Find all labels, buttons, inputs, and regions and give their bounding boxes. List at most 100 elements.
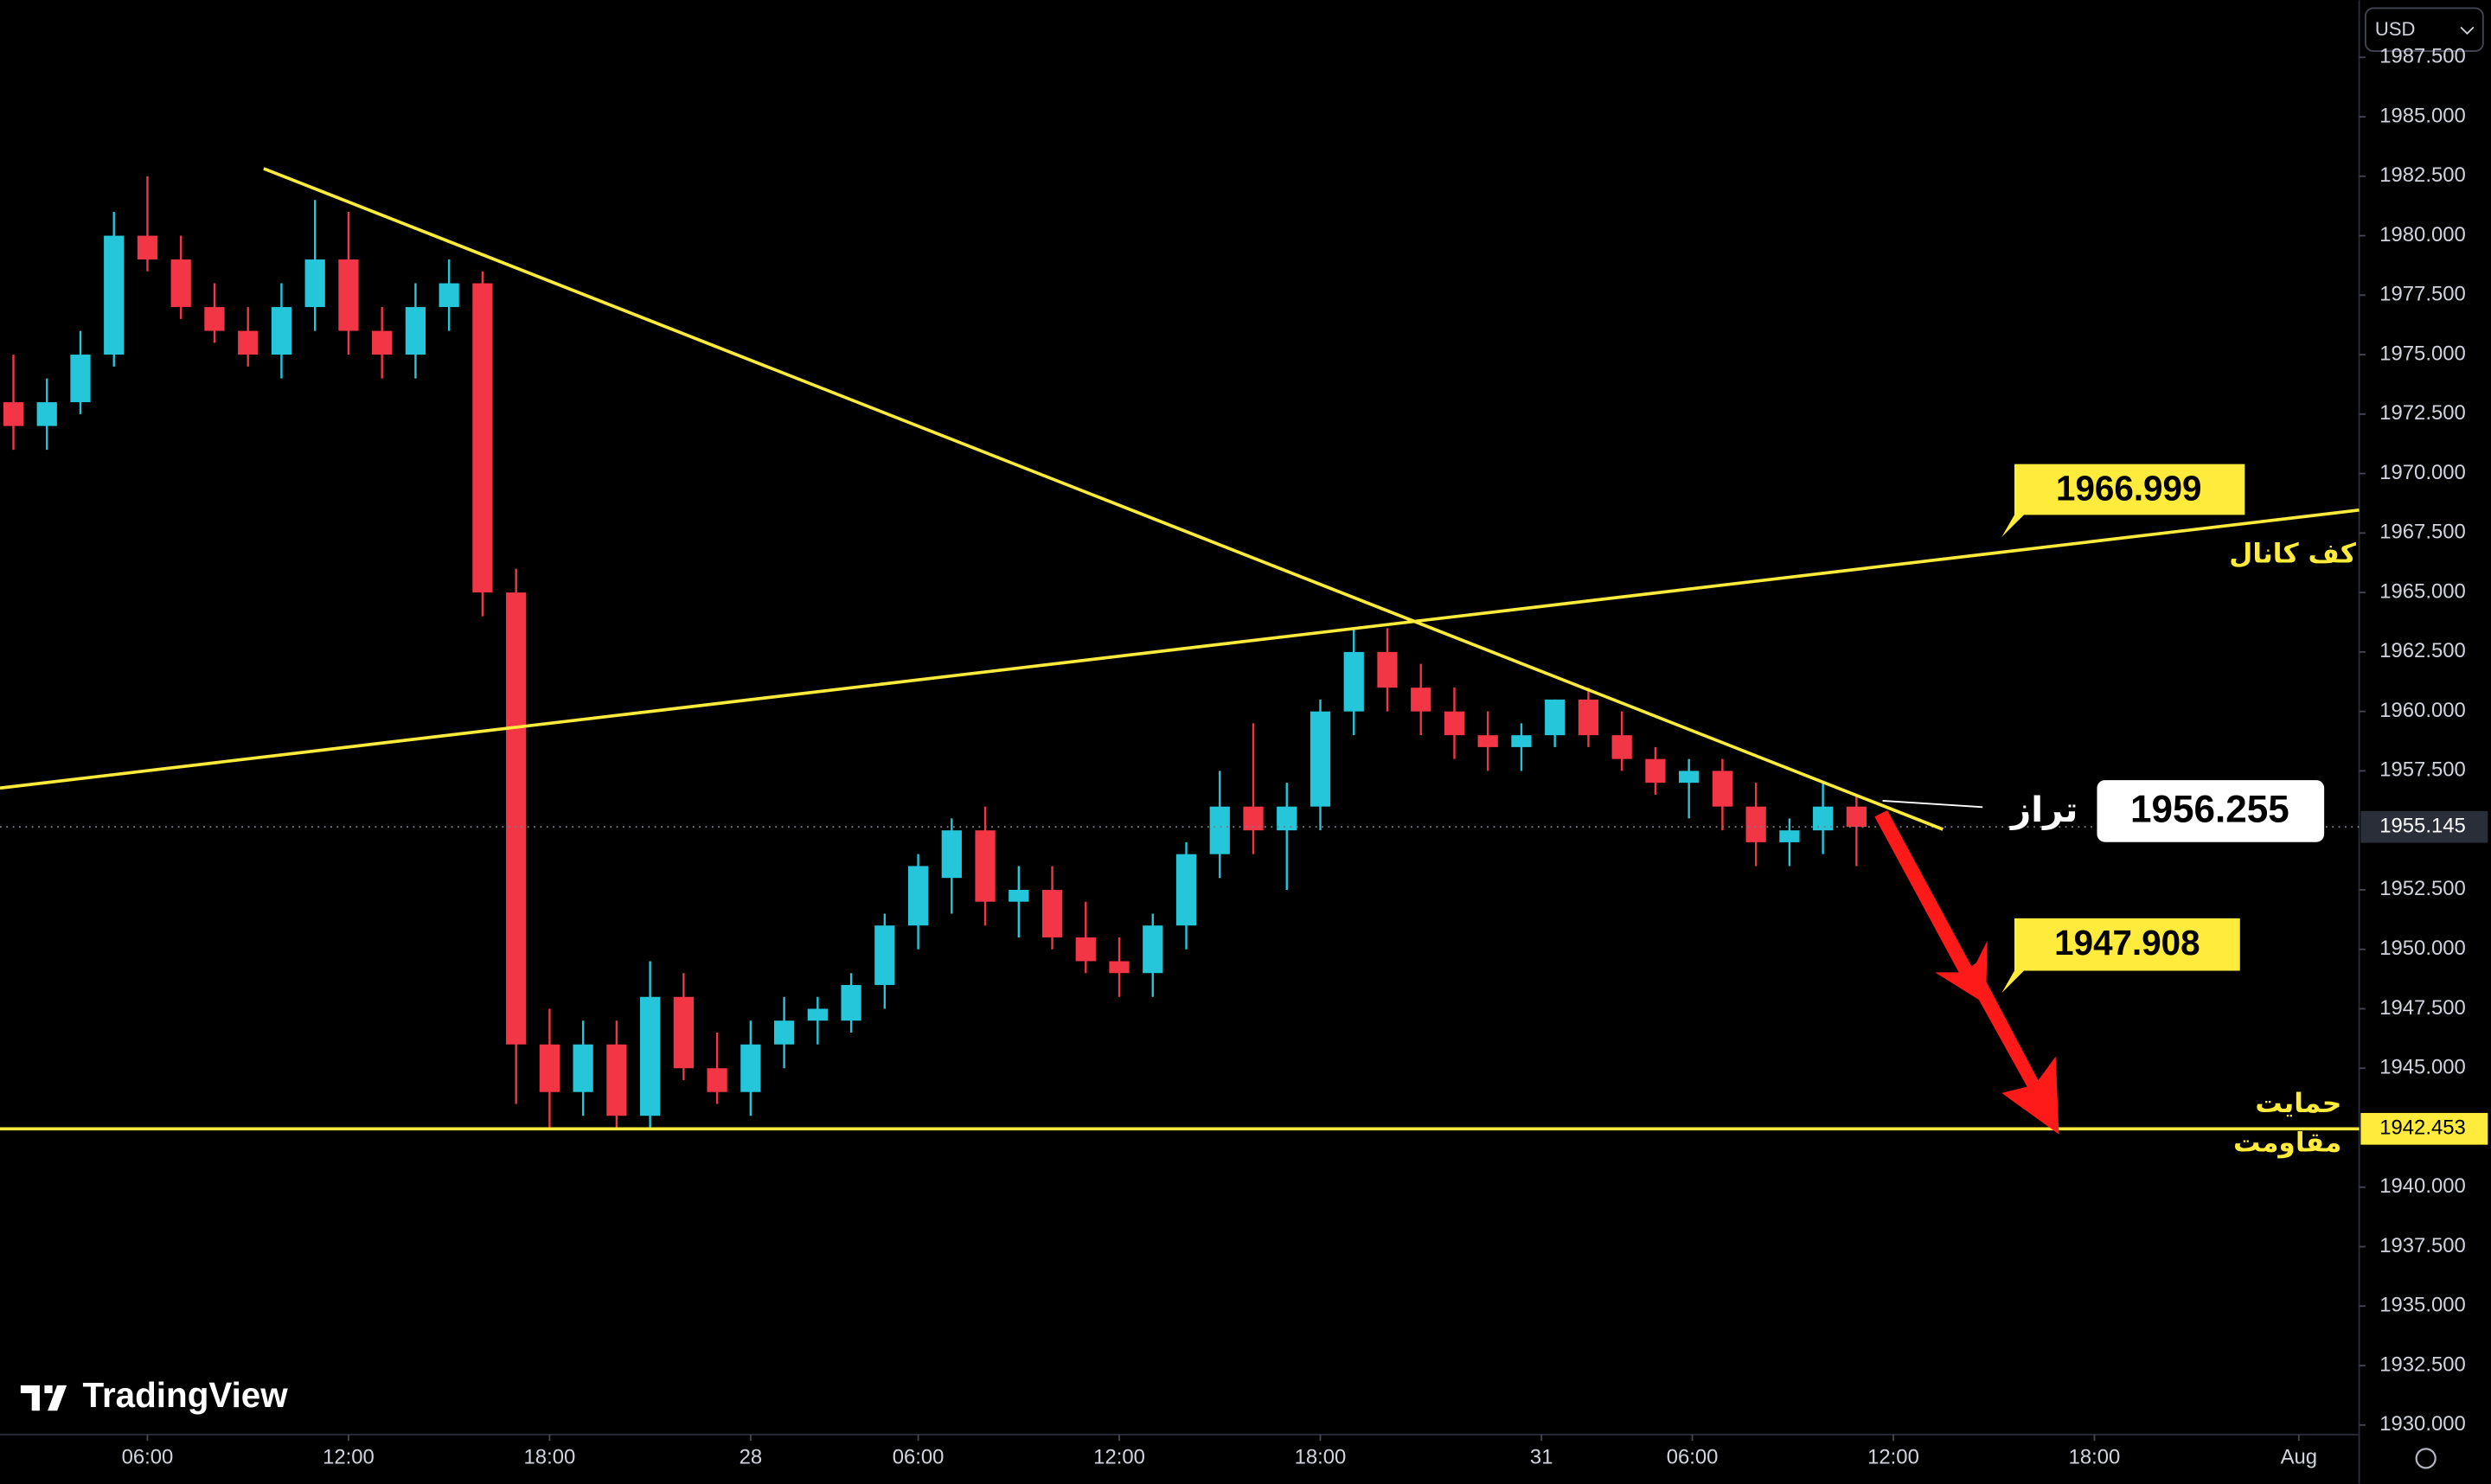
candle-body: [271, 307, 292, 355]
candle-body: [304, 259, 325, 308]
descending-trendline: [263, 167, 1943, 831]
candle-body: [1679, 771, 1700, 784]
annotation-value: 1966.999: [2056, 468, 2201, 508]
candle-body: [1143, 925, 1163, 974]
currency-label: USD: [2375, 18, 2416, 40]
annotation-box: [2001, 918, 2240, 994]
x-tick-label: 28: [740, 1446, 763, 1469]
x-tick-label: 18:00: [2069, 1446, 2121, 1469]
candle-body: [1477, 735, 1498, 747]
settings-icon[interactable]: [2415, 1448, 2437, 1469]
candle-body: [1411, 688, 1431, 712]
candle-body: [1511, 735, 1532, 747]
candle-body: [1343, 651, 1364, 712]
y-tick-label: 1987.500: [2379, 45, 2466, 68]
y-tick-label: 1937.500: [2379, 1234, 2466, 1257]
y-tick-label: 1960.000: [2379, 699, 2466, 722]
watermark-text: TradingView: [83, 1375, 289, 1415]
y-tick-label: 1952.500: [2379, 877, 2466, 900]
candle-body: [1009, 889, 1029, 902]
candle-body: [1645, 758, 1666, 784]
y-tick-label: 1950.000: [2379, 937, 2466, 960]
candle-body: [1310, 711, 1331, 807]
plot: [0, 176, 2360, 1131]
y-tick-label: 1940.000: [2379, 1174, 2466, 1198]
candle-body: [975, 830, 996, 902]
candle-body: [1277, 806, 1297, 831]
x-tick-label: 31: [1530, 1446, 1553, 1469]
watermark: TradingView: [20, 1375, 289, 1415]
annotation-box: [2097, 780, 2325, 842]
y-tick-label: 1970.000: [2379, 461, 2466, 484]
candle-body: [1611, 735, 1632, 759]
x-tick-label: 06:00: [893, 1446, 945, 1469]
y-tick-label: 1982.500: [2379, 163, 2466, 187]
x-tick-label: Aug: [2281, 1446, 2317, 1469]
candle-body: [1712, 771, 1733, 807]
y-tick-label: 1965.000: [2379, 579, 2466, 603]
candle-body: [1578, 699, 1599, 736]
y-tick-label: 1930.000: [2379, 1412, 2466, 1436]
candle-body: [573, 1044, 593, 1092]
candle-body: [3, 402, 24, 426]
candle-body: [1545, 699, 1566, 736]
dropdown-icon: [2460, 26, 2475, 35]
y-tick-label: 1945.000: [2379, 1056, 2466, 1079]
candle-body: [1813, 806, 1834, 831]
candle-body: [338, 259, 359, 331]
candle-body: [740, 1044, 761, 1092]
currency-button[interactable]: [2364, 7, 2484, 52]
candle-body: [941, 830, 962, 879]
support-price-label: 1942.453: [2379, 1116, 2466, 1140]
candle-body: [1745, 806, 1766, 842]
y-tick-label: 1935.000: [2379, 1294, 2466, 1317]
annotation-value: 1956.255: [2130, 788, 2289, 830]
candle-body: [1779, 830, 1800, 842]
annotation-text: تراز: [2009, 789, 2078, 830]
candle-body: [874, 925, 895, 985]
candle-body: [673, 996, 694, 1069]
candle-body: [170, 259, 191, 308]
annotation-value: 1947.908: [2054, 923, 2200, 963]
y-tick-label: 1947.500: [2379, 996, 2466, 1020]
y-tick-label: 1975.000: [2379, 342, 2466, 365]
candle-body: [539, 1044, 560, 1092]
x-tick-label: 12:00: [1093, 1446, 1145, 1469]
candle-body: [1075, 937, 1096, 962]
annotation-text: کف کانال: [2229, 538, 2356, 569]
candle-body: [137, 235, 158, 260]
x-tick-label: 18:00: [524, 1446, 576, 1469]
candle-body: [472, 283, 493, 593]
candle-body: [204, 307, 225, 331]
y-tick-label: 1972.500: [2379, 401, 2466, 425]
candle-body: [1109, 961, 1130, 974]
candle-body: [506, 592, 527, 1045]
x-tick-label: 12:00: [323, 1446, 375, 1469]
candle-body: [773, 1020, 795, 1045]
candle-body: [70, 355, 91, 403]
logo-icon: [20, 1385, 67, 1411]
support-price-box: [2360, 1112, 2488, 1145]
candle-body: [238, 330, 259, 355]
annotation-box: [2001, 464, 2245, 538]
callout-line: [1882, 800, 1983, 809]
candle-body: [372, 330, 393, 355]
candle-body: [1209, 806, 1230, 854]
candle-body: [1846, 806, 1867, 828]
last-price-label: 1955.145: [2379, 815, 2466, 838]
y-tick-label: 1977.500: [2379, 283, 2466, 306]
y-tick-label: 1957.500: [2379, 758, 2466, 782]
candle-body: [1243, 806, 1264, 831]
candle-body: [405, 307, 426, 355]
x-tick-label: 06:00: [1667, 1446, 1719, 1469]
candle-body: [606, 1044, 627, 1116]
candle-body: [1377, 651, 1398, 688]
candle-body: [1444, 711, 1465, 736]
y-tick-label: 1932.500: [2379, 1353, 2466, 1376]
candle-body: [439, 283, 459, 308]
candle-body: [907, 866, 929, 926]
candle-body: [1175, 854, 1197, 926]
